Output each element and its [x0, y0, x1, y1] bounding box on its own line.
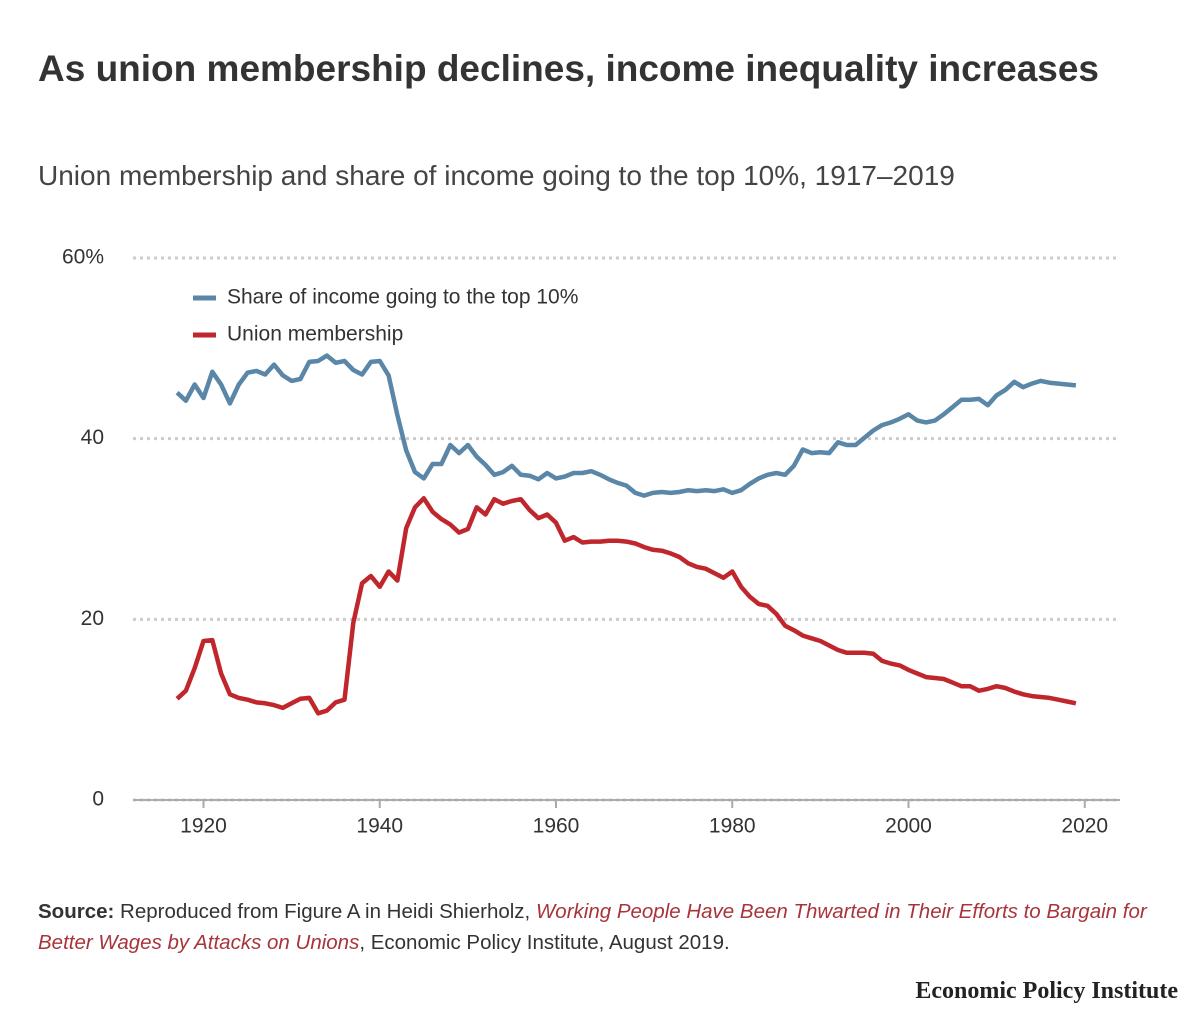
- brand: Economic Policy Institute: [915, 978, 1178, 1004]
- source-text: Reproduced from Figure A in Heidi Shierh…: [120, 900, 536, 923]
- source-link: Working People Have Been Thwarted in The…: [38, 900, 1147, 954]
- y-tick-label: 20: [81, 607, 104, 630]
- source-label: Source:: [38, 900, 115, 923]
- y-tick-label: 0: [92, 788, 104, 811]
- x-tick-label: 1980: [709, 815, 756, 838]
- y-tick-label: 60%: [62, 246, 104, 269]
- chart-subtitle: Union membership and share of income goi…: [38, 160, 955, 191]
- source-rest: , Economic Policy Institute, August 2019…: [359, 931, 730, 954]
- source-note: Source: Reproduced from Figure A in Heid…: [38, 896, 1158, 958]
- legend-label: Share of income going to the top 10%: [227, 286, 578, 309]
- series-line: [175, 353, 1077, 498]
- x-tick-label: 1920: [180, 815, 227, 838]
- series-line: [175, 496, 1077, 716]
- chart-title: As union membership declines, income ine…: [38, 48, 1100, 89]
- x-tick-label: 1940: [356, 815, 403, 838]
- y-tick-label: 40: [81, 426, 104, 449]
- legend-label: Union membership: [227, 323, 403, 346]
- x-tick-label: 2020: [1061, 815, 1108, 838]
- x-tick-label: 1960: [533, 815, 580, 838]
- x-tick-label: 2000: [885, 815, 932, 838]
